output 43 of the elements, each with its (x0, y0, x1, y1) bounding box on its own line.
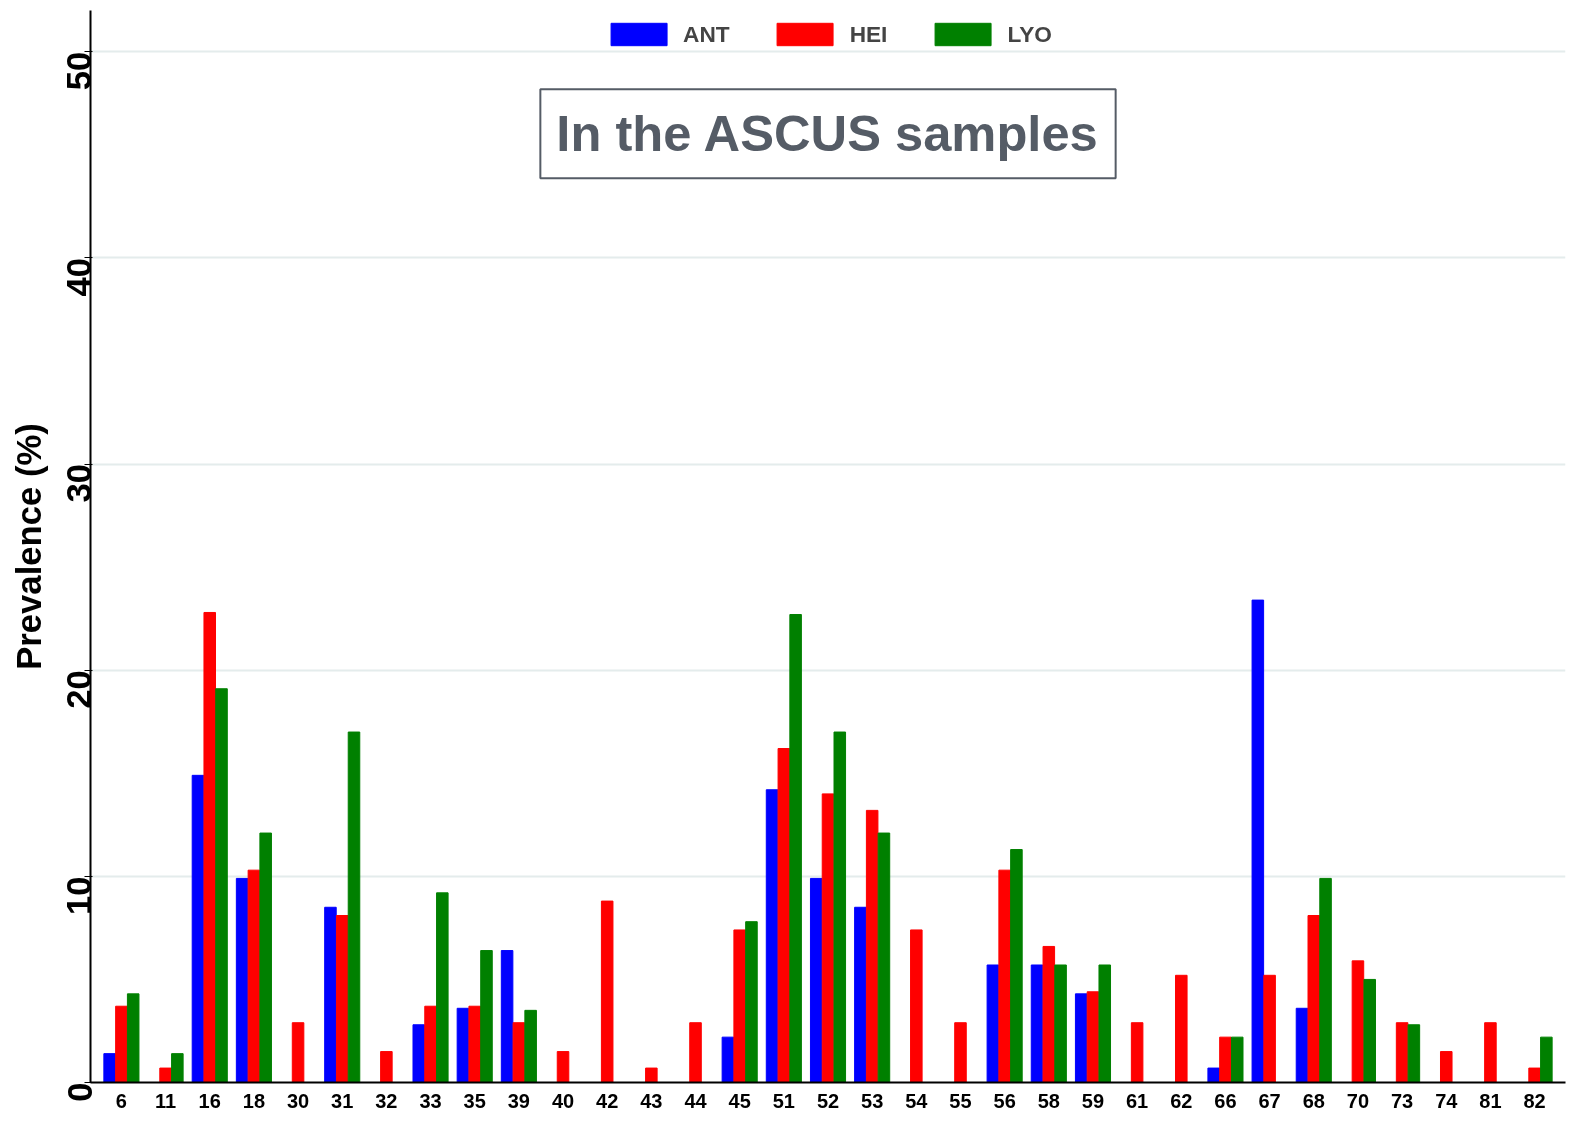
y-tick-label: 40 (60, 257, 99, 297)
x-tick-label: 59 (1081, 1089, 1105, 1112)
x-tick-label: 39 (507, 1089, 530, 1112)
x-tick-label: 67 (1258, 1089, 1281, 1112)
x-tick-label: 82 (1523, 1089, 1546, 1112)
text: In the ASCUS samples (556, 105, 1098, 163)
x-tick-label: 6 (115, 1089, 127, 1112)
x-tick-label: 81 (1479, 1089, 1502, 1112)
y-tick-label: 30 (60, 464, 99, 503)
legend-label: HEI (849, 20, 888, 48)
x-tick-label: 54 (905, 1089, 929, 1112)
x-tick-label: 73 (1390, 1089, 1414, 1112)
x-tick-label: 16 (198, 1089, 221, 1112)
x-tick-label: 40 (551, 1089, 575, 1112)
x-tick-label: 70 (1346, 1089, 1370, 1112)
x-tick-label: 11 (155, 1089, 177, 1112)
x-tick-label: 35 (463, 1089, 486, 1112)
x-tick-label: 55 (949, 1089, 972, 1112)
x-tick-label: 18 (242, 1089, 266, 1112)
x-tick-label: 52 (816, 1089, 840, 1112)
x-tick-label: 53 (861, 1089, 884, 1112)
y-tick-label: 20 (60, 670, 99, 709)
y-tick-label: 50 (60, 51, 99, 91)
x-tick-label: 66 (1214, 1089, 1237, 1112)
x-tick-label: 74 (1435, 1089, 1459, 1112)
x-tick-label: 56 (993, 1089, 1016, 1112)
y-tick-label: 0 (60, 1082, 99, 1102)
x-tick-label: 43 (640, 1089, 663, 1112)
y-axis-title: Prevalence (%) (9, 423, 48, 670)
x-tick-label: 62 (1170, 1089, 1193, 1112)
legend-label: ANT (683, 20, 730, 48)
x-tick-label: 44 (684, 1089, 708, 1112)
x-tick-label: 31 (331, 1089, 354, 1112)
x-tick-label: 68 (1302, 1089, 1325, 1112)
x-tick-label: 33 (419, 1089, 442, 1112)
x-tick-label: 45 (728, 1089, 751, 1112)
x-tick-label: 42 (596, 1089, 619, 1112)
x-tick-label: 32 (375, 1089, 398, 1112)
x-tick-label: 51 (772, 1089, 795, 1112)
legend-label: LYO (1007, 20, 1052, 48)
x-tick-label: 61 (1126, 1089, 1149, 1112)
x-tick-label: 58 (1037, 1089, 1060, 1112)
x-tick-label: 30 (286, 1089, 310, 1112)
